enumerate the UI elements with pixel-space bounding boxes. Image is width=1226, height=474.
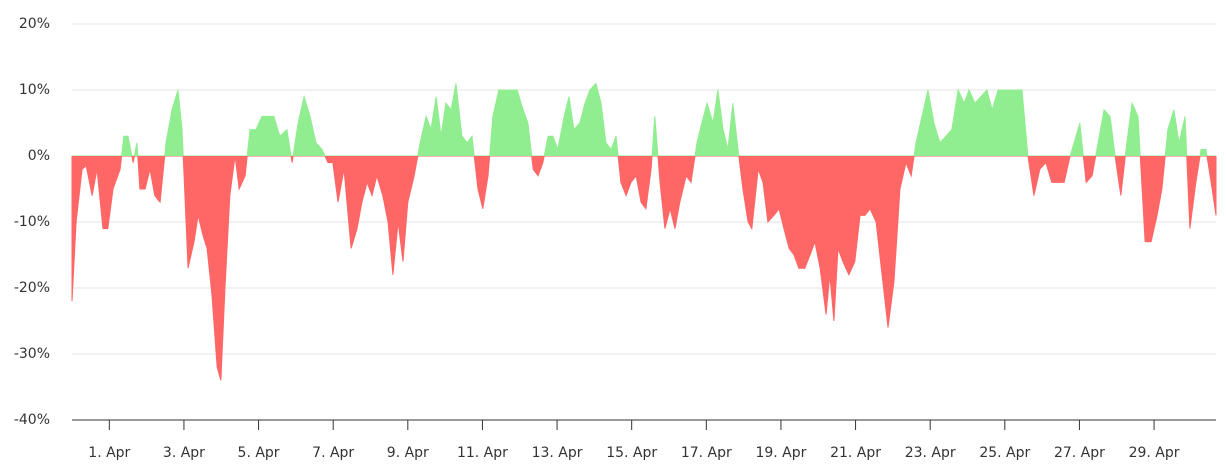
x-tick-label: 1. Apr <box>88 445 130 461</box>
x-tick-label: 21. Apr <box>830 445 881 461</box>
y-tick-label: -30% <box>14 346 50 362</box>
x-tick-label: 9. Apr <box>387 445 429 461</box>
y-tick-label: 20% <box>19 16 50 32</box>
y-tick-label: -20% <box>14 280 50 296</box>
x-tick-label: 5. Apr <box>238 445 280 461</box>
y-tick-label: -40% <box>14 412 50 428</box>
x-tick-label: 17. Apr <box>681 445 732 461</box>
x-tick-label: 27. Apr <box>1054 445 1105 461</box>
x-tick-label: 29. Apr <box>1129 445 1180 461</box>
y-tick-label: 0% <box>28 148 50 164</box>
x-tick-label: 25. Apr <box>979 445 1030 461</box>
x-tick-label: 13. Apr <box>532 445 583 461</box>
y-tick-label: 10% <box>19 82 50 98</box>
y-tick-label: -10% <box>14 214 50 230</box>
x-tick-label: 11. Apr <box>457 445 508 461</box>
x-tick-label: 15. Apr <box>606 445 657 461</box>
area <box>71 82 1217 381</box>
x-tick-label: 3. Apr <box>163 445 205 461</box>
x-tick-label: 23. Apr <box>905 445 956 461</box>
x-tick-label: 19. Apr <box>755 445 806 461</box>
x-tick-label: 7. Apr <box>312 445 354 461</box>
